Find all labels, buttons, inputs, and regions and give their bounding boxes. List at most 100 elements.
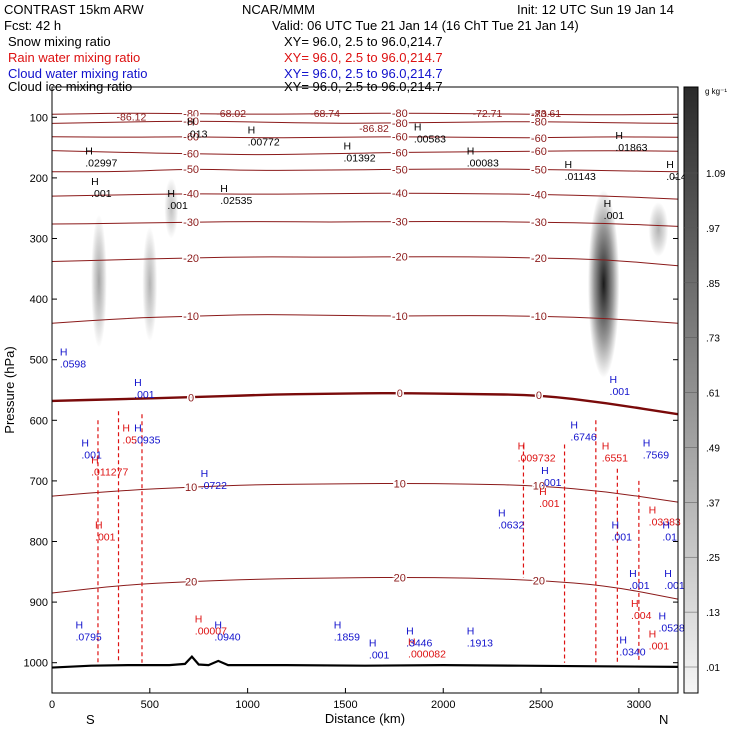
colorbar-tick-label: .73 [706, 334, 720, 345]
isotherm-label: -60 [392, 132, 408, 144]
isotherm-line [52, 136, 678, 139]
cloud-water-value-label: .001 [81, 450, 102, 462]
isotherm-label: -80 [392, 108, 408, 120]
isotherm-label: -50 [392, 164, 408, 176]
cloud-ice-h-marker: H [414, 121, 422, 133]
x-tick-label: 1000 [235, 699, 259, 711]
x-tick-label: 500 [141, 699, 159, 711]
cloud-water-h-marker: H [406, 625, 414, 637]
cloud-water-value-label: .0528 [658, 622, 684, 634]
rain-h-marker: H [122, 422, 130, 434]
cloud-ice-h-marker: H [343, 141, 351, 153]
temperature-extreme-label: -68.74 [310, 108, 340, 120]
isotherm-line [52, 576, 678, 600]
rain-value-label: .011277 [91, 467, 128, 479]
cloud-water-value-label: .0340 [619, 647, 645, 659]
legend-snow-label: Snow mixing ratio [8, 34, 111, 49]
cloud-water-value-label: .0940 [214, 631, 240, 643]
isotherm-label: -30 [531, 217, 547, 229]
rain-value-label: .6551 [602, 453, 628, 465]
cloud-ice-h-marker: H [615, 130, 623, 142]
colorbar-tick-label: .49 [706, 443, 720, 454]
isotherm-label: -30 [183, 217, 199, 229]
rain-h-marker: H [649, 628, 657, 640]
x-tick-label: 2000 [431, 699, 455, 711]
isotherm-label: 20 [394, 572, 406, 584]
y-tick-label: 300 [30, 234, 48, 246]
cloud-ice-h-marker: H [187, 116, 195, 128]
cloud-ice-h-marker: H [604, 198, 612, 210]
cloud-water-h-marker: H [134, 422, 142, 434]
rain-value-label: .05 [122, 434, 137, 446]
colorbar [683, 86, 699, 694]
rain-value-label: .001 [539, 498, 560, 510]
cloud-ice-value-label: .001 [167, 200, 188, 212]
isotherm-label: 0 [536, 390, 542, 402]
cloud-ice-value-label: .014 [666, 171, 687, 183]
cloud-water-value-label: .001 [611, 531, 632, 543]
y-tick-label: 400 [30, 294, 48, 306]
cloud-water-h-marker: H [664, 568, 672, 580]
cloud-water-h-marker: H [629, 568, 637, 580]
isotherm-line [52, 112, 678, 116]
cloud-ice-h-marker: H [85, 146, 93, 158]
temperature-extreme-label: -72.71 [473, 108, 503, 120]
cloud-water-h-marker: H [467, 625, 475, 637]
legend-cloud-water-xy: XY= 96.0, 2.5 to 96.0,214.7 [284, 66, 443, 81]
cloud-water-value-label: .001 [629, 580, 650, 592]
cloud-water-h-marker: H [662, 519, 670, 531]
y-tick-label: 900 [30, 597, 48, 609]
x-tick-label: 2500 [529, 699, 553, 711]
cloud-water-value-label: .0632 [498, 519, 524, 531]
title-left: CONTRAST 15km ARW [4, 2, 144, 17]
cloud-water-h-marker: H [81, 438, 89, 450]
temperature-extreme-label: -86.12 [117, 112, 147, 124]
isotherm-label: 0 [188, 392, 194, 404]
isotherm-label: -60 [183, 149, 199, 161]
isotherm-label: -60 [183, 132, 199, 144]
isotherm-label: 10 [533, 481, 545, 493]
rain-value-label: .004 [631, 610, 652, 622]
cloud-water-h-marker: H [134, 377, 142, 389]
cloud-water-h-marker: H [541, 465, 549, 477]
x-tick-label: 0 [49, 699, 55, 711]
cloud-ice-value-label: .013 [187, 128, 208, 140]
isotherm-label: -20 [531, 253, 547, 265]
isotherm-line [52, 150, 678, 156]
colorbar-tick-label: .01 [706, 663, 720, 674]
temperature-extreme-label: -86.82 [359, 123, 389, 135]
cloud-water-h-marker: H [619, 635, 627, 647]
cloud-water-value-label: .7569 [643, 450, 669, 462]
y-tick-label: 500 [30, 355, 48, 367]
isotherm-label: -60 [392, 147, 408, 159]
y-tick-label: 200 [30, 173, 48, 185]
cloud-water-value-label: .1913 [467, 637, 493, 649]
legend-rain-label: Rain water mixing ratio [8, 50, 141, 65]
plot-frame [51, 86, 679, 694]
legend-cloud-water-label: Cloud water mixing ratio [8, 66, 148, 81]
rain-value-label: .001 [95, 531, 116, 543]
cloud-water-h-marker: H [658, 610, 666, 622]
temperature-extreme-label: -73.61 [531, 108, 561, 120]
cloud-water-h-marker: H [643, 438, 651, 450]
colorbar-tick-label: .37 [706, 498, 720, 509]
rain-h-marker: H [195, 613, 203, 625]
terrain-line [52, 654, 678, 669]
isotherm-label: -10 [183, 311, 199, 323]
colorbar-tick-label: 1.09 [706, 169, 726, 180]
isotherm-line [52, 168, 678, 173]
isotherm-label: -10 [531, 311, 547, 323]
cloud-water-h-marker: H [369, 638, 377, 650]
cloud-water-value-label: .001 [369, 650, 390, 662]
snow-plume [648, 202, 669, 257]
colorbar-tick-label: .61 [706, 389, 720, 400]
isotherm-label: 10 [394, 478, 406, 490]
cloud-water-h-marker: H [201, 468, 209, 480]
init-time: Init: 12 UTC Sun 19 Jan 14 [517, 2, 674, 17]
isotherm-label: -30 [392, 217, 408, 229]
isotherm-line [52, 192, 678, 200]
cloud-ice-value-label: .001 [91, 188, 112, 200]
isotherm-line [52, 392, 678, 416]
cloud-ice-value-label: .00583 [414, 133, 446, 145]
